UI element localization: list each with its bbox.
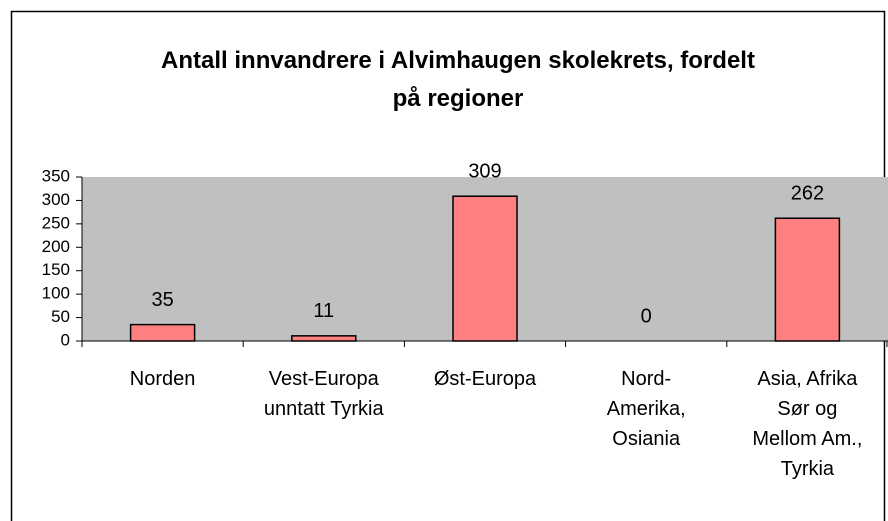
data-label: 0: [641, 305, 652, 327]
y-tick-label: 250: [42, 213, 70, 232]
x-tick-label: Asia, Afrika Sør og Mellom Am., Tyrkia: [752, 368, 863, 480]
chart-title: Antall innvandrere i Alvimhaugen skolekr…: [161, 47, 755, 112]
y-tick-label: 150: [42, 260, 70, 279]
y-tick-label: 350: [42, 166, 70, 185]
y-tick-label: 100: [42, 284, 70, 303]
data-label: 262: [791, 183, 824, 205]
x-tick-label: Nord- Amerika, Osiania: [606, 368, 686, 450]
x-tick-label: Vest-Europa unntatt Tyrkia: [263, 368, 384, 420]
x-tick-label: Norden: [129, 368, 196, 390]
y-tick-label: 50: [51, 307, 70, 326]
bar: [452, 195, 518, 342]
y-tick-label: 200: [42, 237, 70, 256]
bar: [774, 217, 841, 342]
data-label: 35: [151, 289, 173, 311]
data-label: 309: [468, 160, 501, 182]
y-tick-label: 0: [61, 330, 70, 349]
bar: [291, 335, 357, 342]
x-tick-label: Øst-Europa: [433, 368, 537, 390]
data-label: 11: [313, 300, 334, 322]
y-tick-label: 300: [42, 190, 70, 209]
bar: [129, 323, 196, 342]
